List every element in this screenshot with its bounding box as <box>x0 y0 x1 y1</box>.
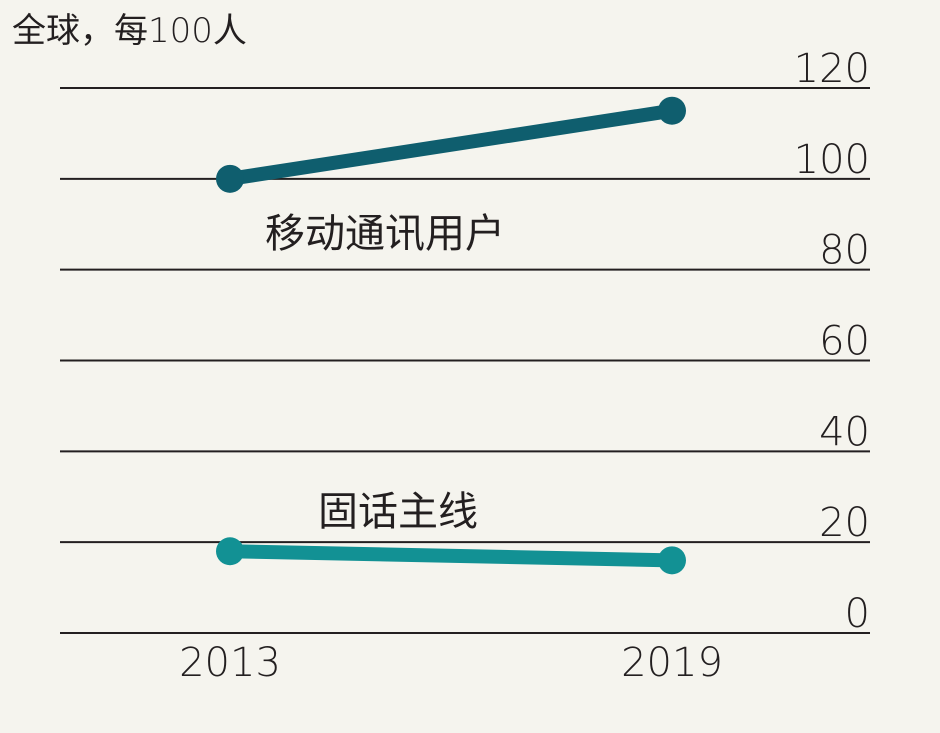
y-tick-label: 120 <box>794 46 870 92</box>
data-point <box>216 164 244 193</box>
y-tick-label: 0 <box>845 591 870 637</box>
x-axis-ticks: 2013 2019 <box>179 640 723 686</box>
y-tick-label: 40 <box>819 409 870 455</box>
data-point <box>216 537 244 566</box>
x-tick-label: 2019 <box>621 640 723 686</box>
data-point <box>658 96 686 125</box>
data-point <box>658 546 686 575</box>
y-tick-label: 100 <box>794 137 870 183</box>
series-line <box>223 103 679 186</box>
x-tick-label: 2013 <box>179 640 281 686</box>
series-label: 固话主线 <box>318 489 478 535</box>
y-tick-label: 60 <box>819 319 870 365</box>
y-axis-ticks: 0 20 40 60 80 100 120 <box>794 46 870 637</box>
gridlines <box>60 87 870 634</box>
series-1 <box>216 537 686 575</box>
y-tick-label: 20 <box>819 500 870 546</box>
series-line <box>223 544 679 568</box>
series-layer <box>216 96 686 575</box>
series-label: 移动通讯用户 <box>265 211 505 257</box>
unit-label: 全球，每100人 <box>12 11 247 51</box>
y-tick-label: 80 <box>819 228 870 274</box>
series-0 <box>216 96 686 193</box>
